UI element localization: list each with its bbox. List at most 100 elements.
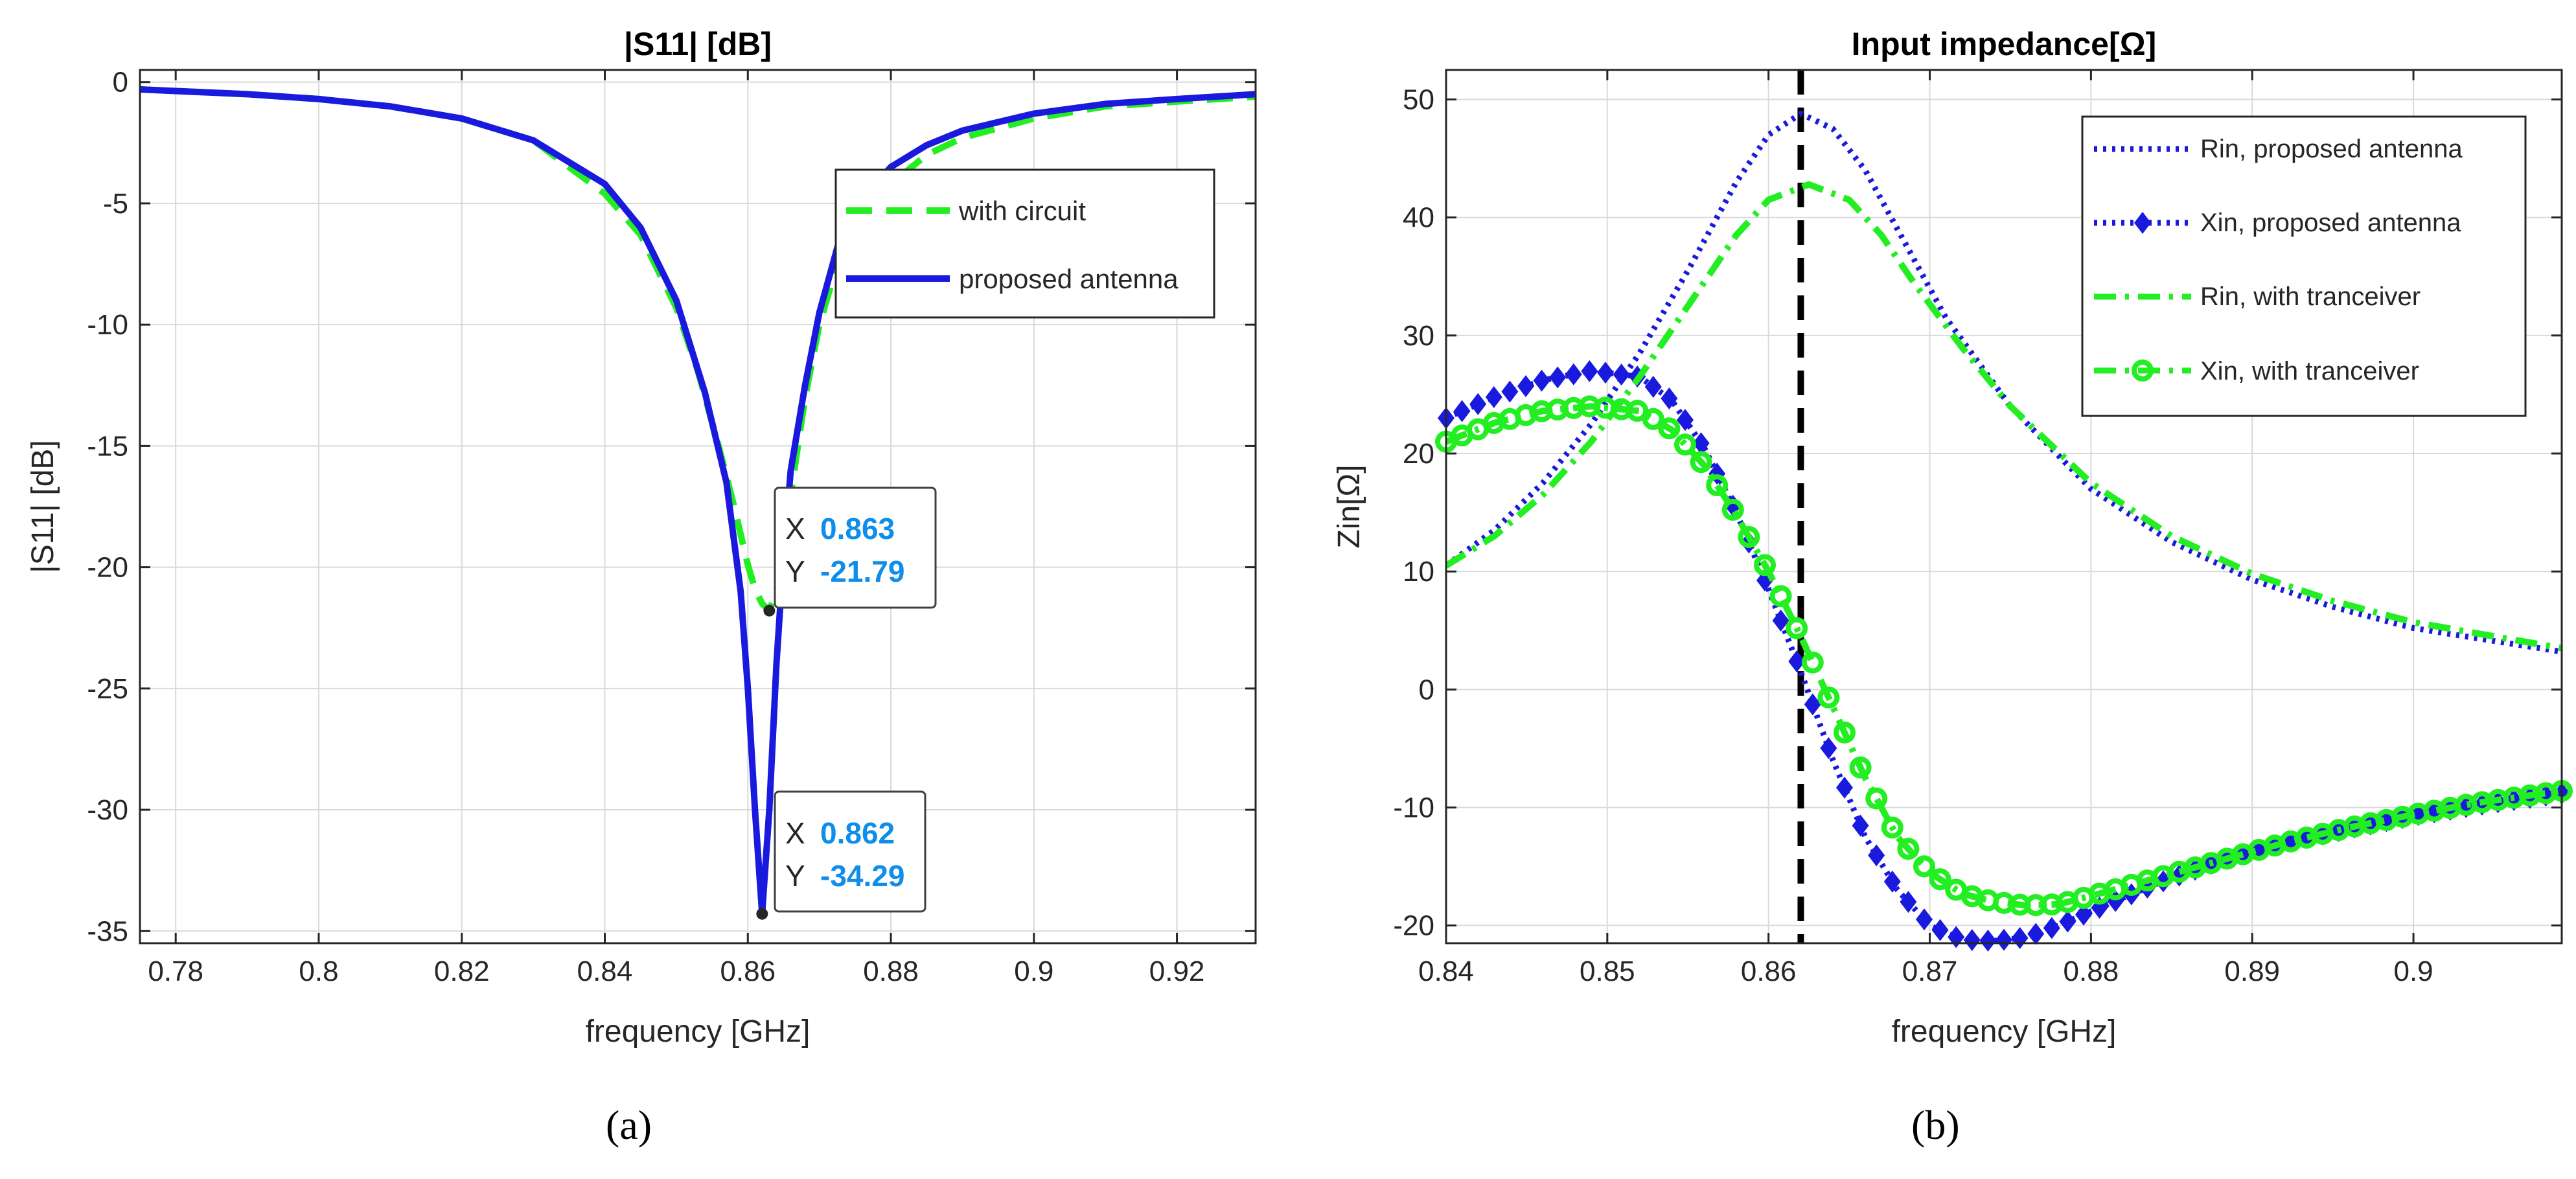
chart-impedance-ytick-label: 0: [1419, 674, 1434, 705]
chart-s11-ticks: 0.78 0.8 0.82 0.84 0.86 0.88 0.9 0.92 0 -5 -10 -15 -…: [87, 67, 1256, 987]
caption-a: (a): [606, 1102, 652, 1148]
chart-s11-ytick-label: -35: [87, 915, 128, 947]
chart-impedance-data-point: [1817, 686, 1840, 709]
chart-s11-ytick-label: -25: [87, 673, 128, 705]
chart-impedance-data-point: [1613, 363, 1630, 386]
datatip-proposed-antenna: X 0.862 Y -34.29: [756, 790, 926, 920]
chart-impedance-data-point: [2059, 910, 2076, 933]
chart-impedance-data-point: [1995, 928, 2012, 951]
chart-impedance-data-point: [1820, 737, 1837, 759]
chart-impedance-ytick-label: 20: [1403, 438, 1434, 470]
chart-impedance-data-point: [1786, 617, 1808, 639]
chart-s11-xtick-label: 0.92: [1149, 956, 1205, 987]
datatip-box: [774, 486, 937, 609]
datatip-y-value: -34.29: [820, 859, 904, 893]
chart-impedance-data-point: [1913, 855, 1935, 878]
chart-impedance-data-point: [1849, 756, 1872, 779]
chart-impedance-data-point: [1979, 930, 1997, 952]
chart-impedance-xtick-label: 0.85: [1580, 956, 1635, 987]
chart-s11-ylabel: |S11| [dB]: [26, 440, 60, 573]
chart-s11-axes-box: [139, 69, 1257, 944]
chart-impedance-data-point: [2027, 922, 2045, 945]
chart-s11-legend: with circuit proposed antenna: [834, 168, 1215, 319]
chart-impedance-legend-box: [2081, 115, 2527, 417]
chart-impedance-data-point: [1738, 525, 1760, 548]
chart-s11-xtick-label: 0.78: [148, 956, 203, 987]
caption-b: (b): [1911, 1102, 1960, 1148]
chart-impedance-data-point: [1769, 585, 1792, 608]
chart-impedance-xtick-label: 0.9: [2393, 956, 2433, 987]
chart-impedance-data-point: [2043, 917, 2060, 939]
chart-s11-ytick-label: -5: [103, 188, 128, 220]
chart-impedance-data-point: [1772, 609, 1789, 632]
chart-impedance-data-point: [1883, 870, 1901, 893]
chart-impedance-xtick-label: 0.88: [2064, 956, 2119, 987]
chart-s11-legend-box: [834, 168, 1215, 319]
chart-impedance-xtick-label: 0.86: [1741, 956, 1797, 987]
chart-impedance-xtick-label: 0.87: [1902, 956, 1958, 987]
chart-impedance-ytick-label: 10: [1403, 556, 1434, 588]
chart-impedance-data-point: [1565, 363, 1582, 385]
chart-impedance-data-point: [1897, 838, 1920, 860]
chart-impedance-data-point: [1692, 432, 1710, 455]
chart-impedance-ytick-label: -10: [1393, 792, 1434, 824]
chart-impedance-data-point: [1644, 376, 1662, 398]
legend-swatch-marker: [2134, 212, 2151, 234]
chart-impedance-xlabel: frequency [GHz]: [1892, 1014, 2117, 1049]
chart-impedance-ytick-label: -20: [1393, 910, 1434, 942]
chart-impedance-data-point: [1788, 650, 1806, 672]
chart-s11-xtick-label: 0.84: [577, 956, 633, 987]
chart-impedance-data-point: [1900, 891, 1917, 913]
chart-impedance-ytick-label: 40: [1403, 202, 1434, 234]
datatip-x-label: X: [785, 816, 805, 850]
chart-impedance-data-point: [1597, 361, 1614, 384]
chart-impedance-data-point: [1754, 554, 1776, 577]
datatip-marker: [756, 908, 768, 920]
chart-s11-xtick-label: 0.8: [299, 956, 338, 987]
chart-impedance-data-point: [1881, 816, 1903, 839]
chart-impedance-data-point: [1642, 407, 1664, 430]
chart-impedance-data-point: [1963, 929, 1981, 952]
chart-impedance-data-point: [1804, 693, 1821, 716]
chart-s11-ytick-label: -10: [87, 309, 128, 341]
chart-impedance-ylabel: Zin[Ω]: [1332, 464, 1366, 548]
datatip-y-value: -21.79: [820, 555, 904, 588]
chart-impedance-data-point: [1677, 409, 1694, 431]
chart-input-impedance: Input impedance[Ω] 0.84 0.85 0.86 0.87 0.88 0…: [1332, 26, 2573, 1049]
chart-impedance-data-point: [1868, 844, 1885, 867]
chart-impedance-axes-box: [1445, 69, 2563, 944]
chart-impedance-data-point: [1801, 651, 1824, 674]
chart-impedance-xtick-label: 0.84: [1418, 956, 1474, 987]
legend-swatch-marker: [2132, 360, 2154, 382]
chart-impedance-data-point: [1581, 360, 1598, 383]
chart-impedance-data-point: [1852, 814, 1869, 837]
chart-impedance-data-point: [1721, 498, 1744, 521]
chart-impedance-data-point: [1453, 400, 1471, 422]
chart-s11-xtick-label: 0.9: [1014, 956, 1053, 987]
legend-swatch-xin-proposed: [2094, 212, 2191, 234]
chart-impedance-data-point: [1658, 417, 1681, 440]
chart-impedance-data-point: [1834, 721, 1856, 744]
datatip-marker: [763, 604, 776, 617]
chart-s11-title: |S11| [dB]: [624, 26, 772, 63]
datatip-with-circuit: X 0.863 Y -21.79: [763, 486, 937, 617]
chart-impedance-series-line-2: [1446, 181, 2562, 652]
chart-impedance-data-point: [1469, 393, 1487, 415]
chart-s11-series-line-1: [140, 86, 1256, 917]
chart-impedance-data-point: [1931, 919, 1949, 941]
chart-impedance-data-point: [1517, 375, 1534, 398]
legend-swatch-xin-tranceiver: [2094, 360, 2191, 382]
datatip-box: [774, 790, 926, 913]
chart-impedance-xtick-label: 0.89: [2224, 956, 2280, 987]
chart-impedance-legend: Rin, proposed antenna Xin, proposed ante…: [2081, 115, 2527, 417]
chart-s11: |S11| [dB] 0.78 0.8 0.82 0.84 0.86 0.88 0.9 0.9…: [26, 26, 1257, 1049]
chart-impedance-data-point: [1929, 868, 1951, 891]
chart-s11-ytick-label: 0: [113, 67, 128, 98]
datatip-y-label: Y: [785, 859, 805, 893]
legend-label-proposed-antenna: proposed antenna: [959, 264, 1179, 294]
chart-impedance-data-point: [1916, 908, 1933, 931]
legend-label-rin-tranceiver: Rin, with tranceiver: [2200, 282, 2421, 311]
datatip-x-value: 0.863: [820, 512, 895, 545]
legend-label-xin-tranceiver: Xin, with tranceiver: [2200, 357, 2419, 385]
